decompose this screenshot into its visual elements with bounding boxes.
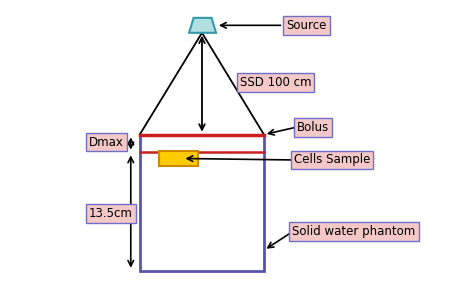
- Text: Bolus: Bolus: [297, 120, 329, 133]
- Polygon shape: [189, 18, 216, 33]
- Bar: [140, 135, 264, 271]
- Text: Dmax: Dmax: [89, 136, 124, 149]
- Text: 13.5cm: 13.5cm: [89, 207, 133, 220]
- Text: Source: Source: [286, 19, 327, 32]
- Bar: [159, 151, 198, 166]
- Text: Cells Sample: Cells Sample: [294, 153, 370, 166]
- Text: Solid water phantom: Solid water phantom: [292, 225, 416, 238]
- Text: SSD 100 cm: SSD 100 cm: [240, 76, 311, 89]
